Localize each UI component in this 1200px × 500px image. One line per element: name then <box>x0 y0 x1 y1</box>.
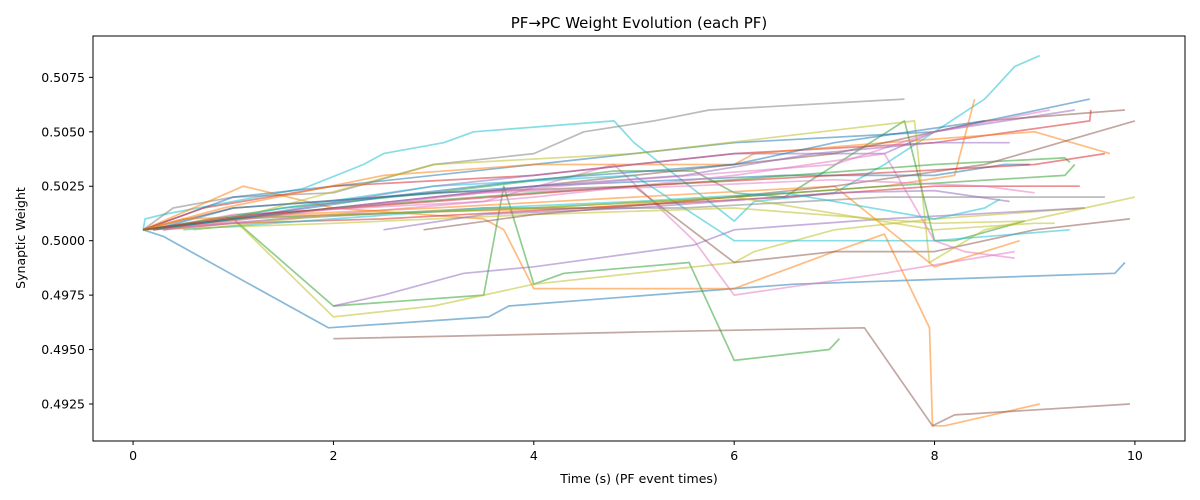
plot-area-frame <box>92 35 1186 442</box>
series-line-17 <box>152 120 1085 264</box>
y-tick-label: 0.5075 <box>41 70 85 85</box>
series-layer <box>142 54 1136 427</box>
y-axis-label: Synaptic Weight <box>13 187 28 289</box>
series-line-26 <box>143 207 1025 231</box>
x-tick-label: 8 <box>931 448 939 463</box>
y-tick-label: 0.4925 <box>41 396 85 411</box>
y-tick-label: 0.5050 <box>41 124 85 139</box>
x-axis-label: Time (s) (PF event times) <box>559 471 718 486</box>
series-line-6 <box>333 326 1130 427</box>
y-tick-label: 0.5025 <box>41 179 85 194</box>
x-tick-label: 0 <box>129 448 137 463</box>
y-axis: 0.4925 0.4950 0.4975 0.5000 0.5025 0.5050 0.50… <box>41 70 93 411</box>
series-line-33 <box>142 152 1106 231</box>
series-line-36 <box>193 196 1055 231</box>
series-line-1 <box>142 54 1041 230</box>
x-axis: 0 2 4 6 8 10 <box>129 441 1143 463</box>
x-tick-label: 6 <box>730 448 738 463</box>
series-line-20 <box>142 98 976 231</box>
y-tick-label: 0.5000 <box>41 233 85 248</box>
series-line-34 <box>183 191 1001 231</box>
y-tick-label: 0.4950 <box>41 342 85 357</box>
x-tick-label: 2 <box>329 448 337 463</box>
x-tick-label: 10 <box>1127 448 1143 463</box>
series-line-30 <box>383 189 1010 231</box>
series-line-2 <box>142 98 905 231</box>
y-tick-label: 0.4975 <box>41 288 85 303</box>
series-line-32 <box>152 120 985 231</box>
x-tick-label: 4 <box>530 448 538 463</box>
series-line-11 <box>333 207 1085 307</box>
series-line-35 <box>162 178 1035 231</box>
series-line-4 <box>142 228 1126 329</box>
series-line-28 <box>153 185 1020 268</box>
chart-title: PF→PC Weight Evolution (each PF) <box>511 14 768 32</box>
